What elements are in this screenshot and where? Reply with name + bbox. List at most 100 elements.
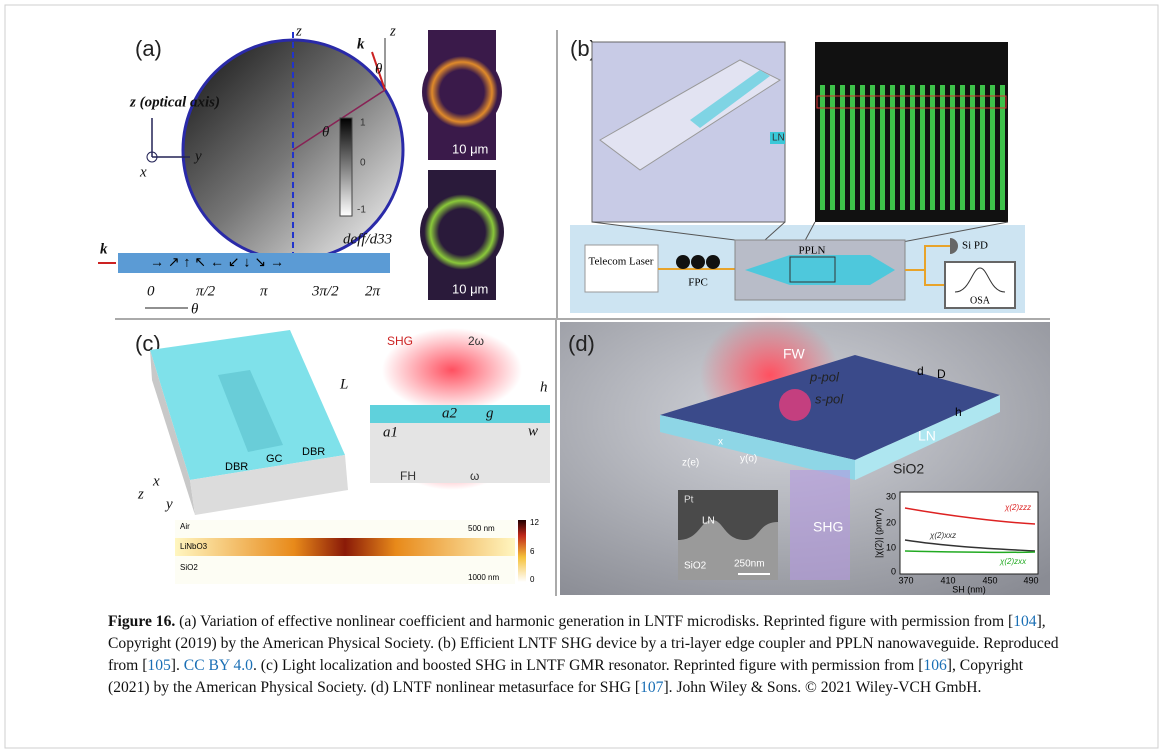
text: Air: [180, 522, 190, 531]
stripe: [970, 85, 975, 210]
text: SHG: [813, 519, 843, 535]
text: PPLN: [799, 245, 826, 257]
legend-label: χ(2)xxz: [929, 531, 956, 540]
text: θ: [322, 124, 330, 140]
text: D: [937, 367, 946, 381]
stripe: [860, 85, 865, 210]
axis-label: SH (nm): [952, 584, 986, 594]
text: 6: [530, 547, 535, 556]
text: x: [152, 473, 160, 489]
tick-label: 10: [886, 542, 896, 552]
text: 1: [360, 118, 366, 129]
text: 500 nm: [468, 524, 495, 533]
fpc: [676, 255, 690, 269]
text: a2: [442, 405, 458, 421]
caption-text: ].: [171, 657, 184, 674]
text: ω: [470, 469, 479, 483]
stripe: [870, 85, 875, 210]
text: FW: [783, 346, 806, 362]
stripe: [840, 85, 845, 210]
panel-label: (a): [135, 36, 162, 61]
stripe: [910, 85, 915, 210]
text: x: [718, 437, 723, 448]
text: y: [193, 148, 202, 164]
text: y(o): [740, 454, 757, 465]
text: Pt: [684, 495, 694, 506]
text: deff/d33: [343, 231, 392, 247]
text: 0: [530, 575, 535, 584]
waveguide: [370, 405, 550, 423]
stripe: [940, 85, 945, 210]
panel-a: (a) z z k θ θ z (optical axis) y x 1 0 -…: [98, 23, 504, 317]
stripe: [920, 85, 925, 210]
panel-b: (b) LN Telecom Laser FPC PPLN Si PD OSA: [570, 36, 1025, 313]
caption-text: . (c) Light localization and boosted SHG…: [253, 657, 923, 674]
stripe: [890, 85, 895, 210]
text: p-pol: [809, 369, 840, 384]
legend-label: χ(2)zxx: [999, 557, 1027, 566]
text: 2π: [365, 283, 381, 299]
page: (a) z z k θ θ z (optical axis) y x 1 0 -…: [0, 0, 1163, 753]
text: θ: [375, 61, 383, 77]
box: [585, 245, 658, 292]
text: LN: [772, 133, 785, 144]
text: L: [339, 376, 348, 392]
text: 10 μm: [452, 281, 488, 296]
fpc: [706, 255, 720, 269]
reference-link[interactable]: CC BY 4.0: [184, 657, 253, 674]
text: 2ω: [468, 334, 484, 348]
tick-label: 0: [891, 566, 896, 576]
stripe: [1000, 85, 1005, 210]
text: LiNbO3: [180, 542, 208, 551]
text: 3π/2: [311, 283, 339, 299]
text: π/2: [196, 283, 216, 299]
text: Si PD: [962, 240, 988, 252]
text: π: [260, 283, 268, 299]
text: z (optical axis): [129, 94, 220, 110]
stripe: [830, 85, 835, 210]
text: FH: [400, 469, 416, 483]
tick-label: 490: [1023, 575, 1038, 585]
stripe: [930, 85, 935, 210]
stripe: [950, 85, 955, 210]
text: -1: [357, 205, 366, 216]
panel-c: (c) DBR GC DBR L z x y SHG 2ω h a1 a2 g …: [135, 328, 550, 584]
text: LN: [918, 428, 936, 444]
text: a1: [383, 424, 398, 440]
colorbar: [340, 118, 352, 216]
stripe: [990, 85, 995, 210]
text: 10 μm: [452, 141, 488, 156]
text: k: [100, 241, 108, 257]
text: DBR: [225, 461, 248, 473]
text: x: [139, 164, 147, 180]
stripe: [820, 85, 825, 210]
heatmap: [175, 538, 515, 556]
caption-label: Figure 16.: [108, 613, 175, 630]
text: GC: [266, 453, 283, 465]
text: z(e): [682, 458, 699, 469]
stripe: [980, 85, 985, 210]
text: SHG: [387, 334, 413, 348]
arrow: → ↗ ↑ ↖ ← ↙ ↓ ↘ →: [150, 254, 284, 270]
caption-text: ]. John Wiley & Sons. © 2021 Wiley-VCH G…: [663, 679, 981, 696]
text: w: [528, 423, 538, 439]
axis-label: |χ(2)| (pm/V): [873, 508, 883, 558]
reference-link[interactable]: 104: [1013, 613, 1036, 630]
hotspot: [779, 389, 811, 421]
reference-link[interactable]: 105: [147, 657, 170, 674]
text: z: [137, 486, 144, 502]
text: s-pol: [815, 391, 844, 406]
ring: [422, 52, 502, 132]
text: 0: [360, 158, 366, 169]
text: FPC: [688, 277, 708, 289]
reference-link[interactable]: 106: [923, 657, 946, 674]
text: SiO2: [684, 561, 707, 572]
text: 1000 nm: [468, 573, 499, 582]
reference-link[interactable]: 107: [640, 679, 663, 696]
stripe: [960, 85, 965, 210]
text: h: [540, 379, 548, 395]
colorbar: [518, 520, 526, 582]
stripe: [880, 85, 885, 210]
text: Telecom Laser: [589, 256, 654, 268]
text: z: [389, 23, 396, 39]
